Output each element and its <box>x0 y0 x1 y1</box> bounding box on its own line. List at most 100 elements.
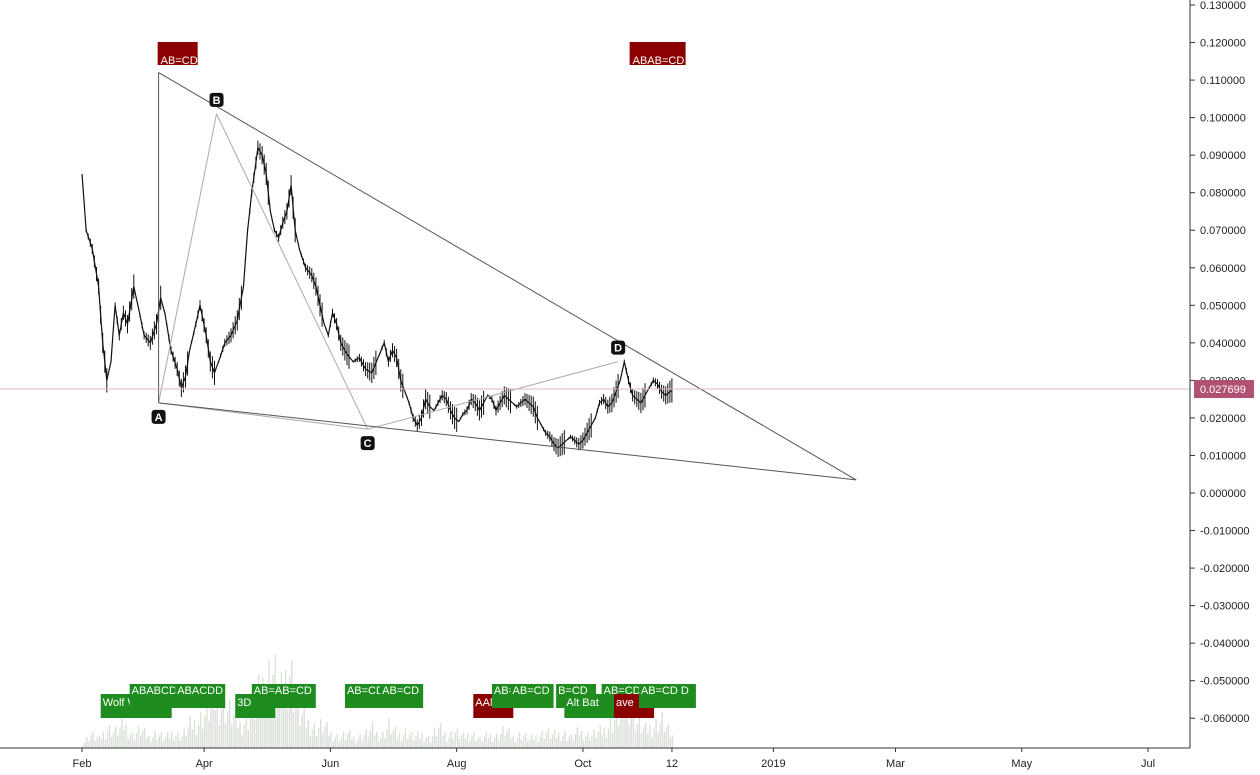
volume-bar <box>208 721 210 748</box>
price-line-segment <box>454 417 458 421</box>
volume-bar <box>340 737 343 748</box>
price-line-segment <box>510 400 514 404</box>
price-line-segment <box>87 236 91 243</box>
price-line-segment <box>625 370 630 381</box>
price-line-segment <box>232 325 236 331</box>
price-line-segment <box>100 314 104 343</box>
volume-bar <box>247 729 249 748</box>
volume-bar <box>202 729 204 748</box>
price-line-segment <box>315 286 319 297</box>
price-line-segment <box>203 325 207 336</box>
volume-bar <box>440 723 442 748</box>
volume-bar <box>359 734 361 748</box>
price-line-segment <box>201 315 205 326</box>
volume-bar <box>442 735 444 748</box>
price-line-segment <box>480 402 485 407</box>
volume-bar <box>245 712 247 748</box>
volume-bar <box>469 741 471 749</box>
price-line-segment <box>106 370 110 381</box>
price-line-segment <box>342 346 346 351</box>
volume-bar <box>164 737 167 748</box>
price-line-segment <box>505 396 509 400</box>
volume-bar <box>152 737 154 748</box>
price-line-segment <box>172 356 176 364</box>
volume-bar <box>661 712 663 748</box>
price-line-segment <box>387 355 391 362</box>
price-line-segment <box>425 398 429 404</box>
y-tick-label: 0.040000 <box>1200 338 1246 350</box>
volume-bar <box>349 730 351 748</box>
volume-bar <box>597 732 599 748</box>
volume-bar <box>224 723 227 748</box>
volume-bar <box>607 728 610 748</box>
price-line-segment <box>561 441 565 445</box>
volume-bar <box>318 727 320 748</box>
price-line-segment <box>280 222 284 231</box>
volume-bar <box>609 717 612 748</box>
price-line-segment <box>135 295 139 306</box>
price-line-segment <box>305 267 309 271</box>
price-line-segment <box>182 376 187 383</box>
price-line-segment <box>371 367 375 374</box>
volume-bar <box>491 741 494 748</box>
volume-bar <box>183 729 185 748</box>
price-line-segment <box>489 396 493 400</box>
price-line-segment <box>429 406 433 409</box>
volume-bar <box>404 728 407 748</box>
volume-bar <box>111 737 113 748</box>
y-tick-label: -0.050000 <box>1200 676 1250 688</box>
volume-bar <box>156 739 158 748</box>
x-tick-label: Jun <box>322 758 340 770</box>
volume-bar <box>520 740 523 748</box>
bottom-pattern-label: AB=CD D <box>638 684 696 708</box>
price-line-segment <box>321 314 325 325</box>
volume-bar <box>326 722 328 748</box>
price-line-segment <box>551 440 555 445</box>
price-line-segment <box>174 362 178 370</box>
price-line-segment <box>516 404 520 408</box>
price-line-segment <box>230 330 234 336</box>
price-line-segment <box>333 318 338 325</box>
volume-bar <box>427 735 430 748</box>
price-line-segment <box>640 398 644 404</box>
bottom-pattern-label: ABACDD <box>175 684 226 708</box>
bottom-pattern-text: AB=CD D <box>641 685 689 697</box>
price-line-segment <box>441 394 445 398</box>
volume-bar <box>522 736 525 748</box>
volume-bar <box>249 714 252 748</box>
price-line-segment <box>102 342 106 362</box>
volume-bar <box>438 727 440 748</box>
volume-bar <box>276 703 278 748</box>
volume-bar <box>564 731 566 748</box>
price-line-segment <box>540 425 545 430</box>
volume-bar <box>574 733 577 748</box>
volume-bar <box>146 738 148 748</box>
volume-bar <box>175 735 177 748</box>
volume-bar <box>489 733 492 748</box>
volume-bar <box>417 730 419 748</box>
volume-bar <box>589 740 591 748</box>
volume-bar <box>587 732 589 748</box>
volume-bar <box>452 739 454 748</box>
price-line-segment <box>582 436 586 441</box>
price-line-segment <box>89 242 93 250</box>
y-tick-label: 0.100000 <box>1200 113 1246 125</box>
volume-bar <box>498 740 500 748</box>
volume-bar <box>429 742 432 748</box>
volume-bar <box>117 735 119 748</box>
volume-bar <box>386 729 388 748</box>
volume-bar <box>591 735 593 748</box>
price-line-segment <box>296 239 300 250</box>
price-line-segment <box>352 359 356 363</box>
volume-bar <box>558 732 560 748</box>
volume-bar <box>446 742 448 748</box>
volume-bar <box>378 741 380 748</box>
price-line-segment <box>195 314 199 325</box>
x-tick-label: May <box>1011 758 1032 770</box>
volume-bar <box>407 739 409 748</box>
price-line-segment <box>497 402 501 407</box>
price-line-segment <box>93 261 98 275</box>
price-line-segment <box>433 406 437 411</box>
